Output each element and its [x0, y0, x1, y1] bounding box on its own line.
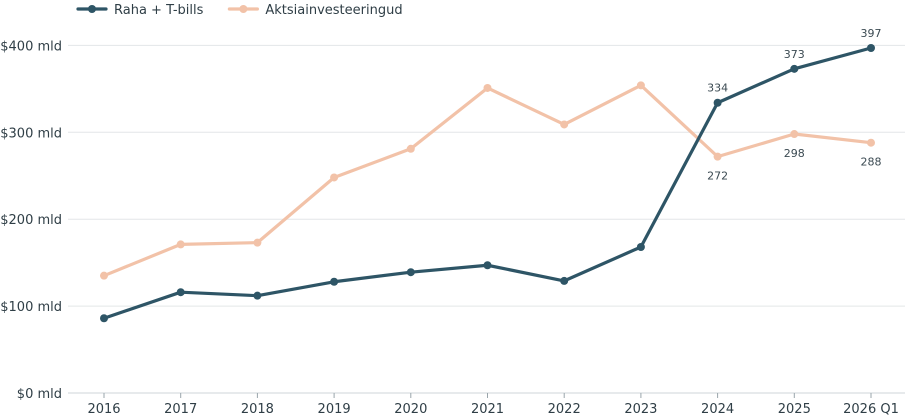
data-point	[330, 173, 339, 182]
data-point	[330, 277, 339, 286]
x-tick-label: 2020	[394, 402, 427, 417]
x-tick-label: 2022	[548, 402, 581, 417]
data-point	[713, 98, 722, 107]
legend-label: Raha + T-bills	[114, 3, 204, 18]
x-axis-tick-labels: 2016 2017 2018 2019 2020 2021 2022 2023 2024 2025…	[87, 393, 899, 417]
data-point	[176, 288, 185, 297]
x-tick-label: 2021	[471, 402, 504, 417]
data-point	[176, 240, 185, 249]
data-point	[406, 144, 415, 153]
legend-label: Aktsiainvesteeringud	[265, 3, 402, 18]
data-point	[713, 152, 722, 161]
y-tick-label: $0 mld	[17, 387, 62, 402]
data-labels: 272 298 288 334 373 397	[707, 27, 881, 183]
y-axis-tick-labels: $0 mld $100 mld $200 mld $300 mld $400 mld	[0, 39, 62, 402]
legend-marker	[88, 5, 96, 13]
data-point	[253, 238, 262, 247]
data-point	[867, 138, 875, 147]
y-tick-label: $200 mld	[0, 213, 62, 228]
data-point	[100, 314, 108, 323]
data-point	[483, 83, 492, 92]
legend: Raha + T-bills Aktsiainvesteeringud	[76, 3, 403, 18]
x-tick-label: 2023	[624, 402, 657, 417]
y-tick-label: $400 mld	[0, 39, 62, 54]
data-point	[560, 120, 569, 129]
data-point	[636, 81, 645, 90]
y-tick-label: $100 mld	[0, 300, 62, 315]
data-label: 288	[861, 156, 882, 169]
data-point	[636, 243, 645, 251]
data-point	[100, 271, 108, 280]
x-tick-label: 2019	[318, 402, 351, 417]
data-label: 298	[784, 147, 805, 160]
series-line-aktsiainvesteeringud	[102, 83, 873, 278]
data-label: 397	[861, 27, 882, 40]
data-point	[253, 291, 262, 300]
series-layer	[100, 43, 875, 323]
data-label: 272	[707, 170, 728, 183]
grid-lines	[68, 44, 905, 394]
data-point	[483, 261, 492, 270]
x-tick-label: 2016	[87, 402, 120, 417]
data-point	[790, 130, 799, 139]
x-tick-label: 2026 Q1	[843, 402, 899, 417]
x-tick-label: 2025	[778, 402, 811, 417]
data-point	[790, 64, 799, 73]
data-label: 373	[784, 48, 805, 61]
x-tick-label: 2018	[241, 402, 274, 417]
data-label: 334	[707, 82, 728, 95]
x-tick-label: 2017	[164, 402, 197, 417]
data-point	[406, 268, 415, 277]
legend-marker	[239, 5, 248, 13]
x-tick-label: 2024	[701, 402, 734, 417]
y-tick-label: $300 mld	[0, 126, 62, 141]
data-point	[867, 43, 875, 52]
data-point	[560, 276, 569, 285]
